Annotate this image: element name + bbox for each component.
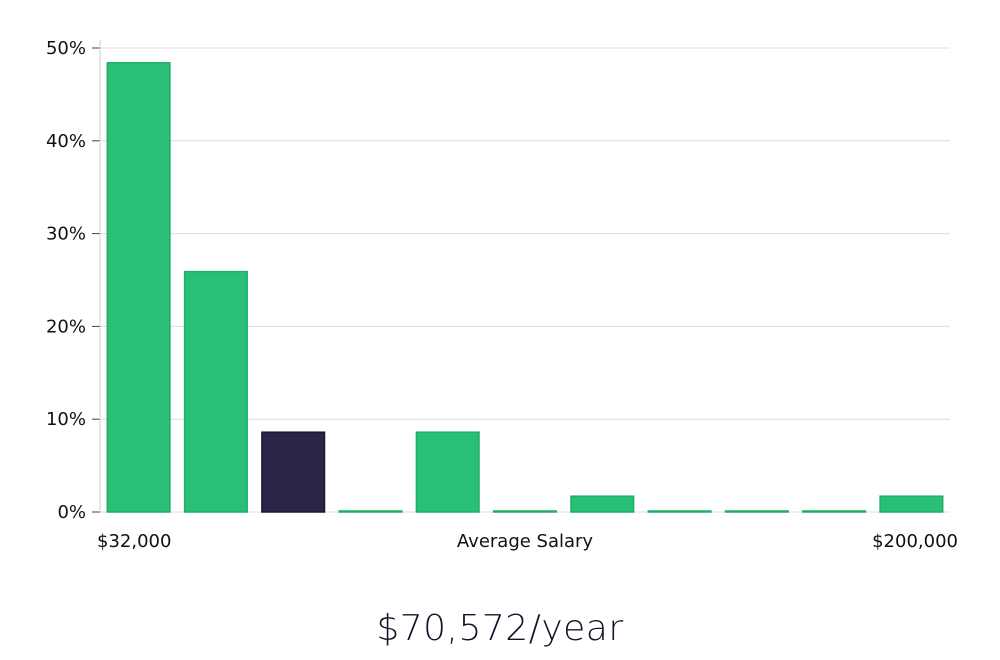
y-tick-label: 30%: [46, 224, 86, 245]
y-tick-label: 0%: [57, 502, 86, 523]
average-salary-value: $70,572/year: [376, 608, 624, 649]
salary-histogram-chart: 0% 10% 20% 30% 40% 50% $32,000 Average Salary…: [46, 38, 958, 552]
y-tick-label: 50%: [46, 38, 86, 59]
x-axis-center-label: Average Salary: [457, 531, 594, 552]
bar: [647, 510, 712, 513]
bar: [802, 510, 867, 513]
bars: [106, 62, 944, 513]
bar: [570, 495, 635, 513]
bar: [724, 510, 789, 513]
bar: [492, 510, 558, 513]
y-tick-label: 40%: [46, 131, 86, 152]
bar: [338, 510, 403, 513]
bar: [106, 62, 171, 513]
x-axis-min-label: $32,000: [97, 531, 171, 552]
y-tick-label: 20%: [46, 316, 86, 337]
bar: [879, 495, 944, 513]
x-axis-max-label: $200,000: [872, 531, 958, 552]
bar: [415, 431, 480, 513]
bar: [183, 270, 248, 513]
y-axis-ticks: 0% 10% 20% 30% 40% 50%: [46, 38, 100, 523]
y-tick-label: 10%: [46, 409, 86, 430]
bar-highlighted: [261, 431, 326, 513]
